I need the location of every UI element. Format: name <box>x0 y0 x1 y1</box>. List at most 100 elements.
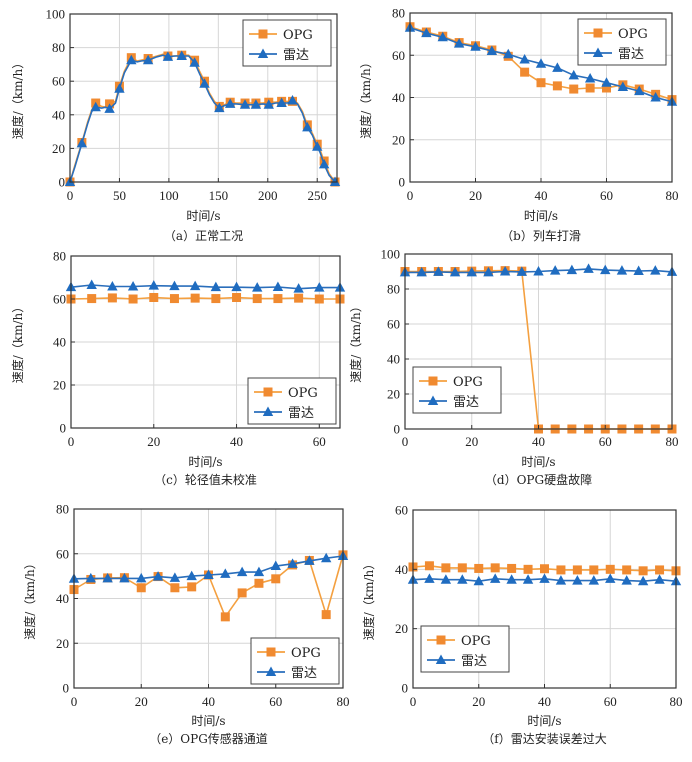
x-tick-label: 150 <box>209 188 229 203</box>
legend-marker-radar <box>262 406 274 416</box>
x-tick-label: 50 <box>113 188 126 203</box>
data-point-radar <box>605 573 616 583</box>
chart-panel-b: 0 20 40 60 80 0 20 40 60 80 时间/s 速度/（km/h） （b）列车打滑 OP… <box>358 6 679 244</box>
y-axis-title: 速度/（km/h） <box>358 56 373 138</box>
legend-label: OPG <box>288 386 318 401</box>
x-tick-label: 0 <box>410 694 417 709</box>
data-point-radar <box>616 265 628 275</box>
chart-caption: （d）OPG硬盘故障 <box>485 472 592 487</box>
x-tick-label: 250 <box>307 188 327 203</box>
data-point-radar <box>566 264 578 275</box>
data-point-radar <box>318 158 330 169</box>
legend-box <box>247 377 337 425</box>
data-point-opg <box>271 574 281 584</box>
y-tick-label: 0 <box>59 175 66 190</box>
data-point-radar <box>421 27 432 38</box>
data-point-radar <box>189 280 201 291</box>
y-tick-label: 40 <box>53 335 66 350</box>
data-point-radar <box>270 560 281 571</box>
data-point-opg <box>232 292 242 302</box>
data-point-opg <box>622 565 632 575</box>
data-point-radar <box>253 566 265 577</box>
data-point-opg <box>254 578 264 588</box>
legend-label: 雷达 <box>618 47 644 62</box>
data-point-radar <box>486 45 498 56</box>
data-point-opg <box>321 610 331 620</box>
data-point-opg <box>569 84 579 94</box>
data-point-opg <box>237 588 247 598</box>
y-axis-title: 速度/（km/h） <box>22 557 37 639</box>
chart-panel-d: 0 20 40 60 80 0 20 40 60 80 100 时间/s 速度/（km/h） （d）OPG… <box>348 247 679 488</box>
x-tick-label: 20 <box>465 434 478 449</box>
data-point-radar <box>220 568 231 578</box>
data-point-radar <box>239 99 251 109</box>
y-tick-label: 40 <box>392 90 405 105</box>
legend-box <box>242 19 332 67</box>
data-point-radar <box>650 265 661 275</box>
y-tick-label: 60 <box>387 317 400 332</box>
data-point-opg <box>128 294 138 304</box>
data-point-radar <box>416 266 427 277</box>
legend-marker-radar <box>427 395 439 405</box>
x-tick-label: 80 <box>670 694 683 709</box>
data-point-radar <box>601 77 612 87</box>
data-point-radar <box>584 72 596 83</box>
data-point-opg <box>507 563 517 573</box>
data-point-radar <box>449 266 461 277</box>
data-point-radar <box>312 141 323 151</box>
x-tick-label: 40 <box>202 694 215 709</box>
x-tick-label: 40 <box>230 434 243 449</box>
data-point-radar <box>457 574 468 584</box>
data-point-opg <box>87 294 97 304</box>
data-point-radar <box>302 121 313 132</box>
x-tick-label: 20 <box>147 434 160 449</box>
data-point-radar <box>516 266 528 276</box>
data-point-radar <box>119 572 130 583</box>
data-point-radar <box>633 265 644 275</box>
data-point-opg <box>107 293 117 303</box>
data-point-opg <box>441 563 451 573</box>
x-tick-label: 100 <box>159 188 179 203</box>
y-tick-label: 0 <box>394 422 401 437</box>
chart-panel-f: 0 20 40 60 80 0 20 40 60 时间/s 速度/（km/h） （f）雷达安装误差过大… <box>361 503 683 747</box>
x-tick-label: 60 <box>313 434 326 449</box>
series-line-opg <box>69 53 336 183</box>
data-point-radar <box>86 279 97 290</box>
data-point-radar <box>470 41 481 51</box>
y-tick-label: 40 <box>395 562 408 577</box>
data-point-radar <box>453 38 465 48</box>
data-point-radar <box>634 85 645 96</box>
x-axis-title: 时间/s <box>527 714 561 728</box>
data-point-opg <box>136 583 146 593</box>
y-tick-label: 0 <box>402 681 409 696</box>
data-point-radar <box>583 263 594 273</box>
legend-marker-radar <box>592 47 604 57</box>
legend-marker-opg <box>266 647 276 657</box>
data-point-radar <box>466 266 477 277</box>
y-tick-label: 80 <box>53 249 66 264</box>
x-tick-label: 20 <box>472 694 485 709</box>
x-tick-label: 80 <box>337 694 350 709</box>
data-point-radar <box>90 101 101 112</box>
data-point-opg <box>536 78 546 88</box>
legend-label: 雷达 <box>288 406 314 421</box>
data-point-radar <box>104 103 115 113</box>
legend-label: OPG <box>283 28 313 43</box>
data-point-radar <box>329 176 341 186</box>
y-tick-label: 0 <box>399 175 406 190</box>
data-point-radar <box>203 569 214 580</box>
data-point-opg <box>523 564 533 574</box>
chart-caption: （e）OPG传感器通道 <box>149 731 268 746</box>
data-point-radar <box>522 574 534 584</box>
legend-marker-opg <box>258 29 268 39</box>
data-point-radar <box>126 54 137 65</box>
data-point-radar <box>136 572 147 583</box>
chart-caption: （c）轮径值未校准 <box>154 472 257 487</box>
data-point-radar <box>85 572 97 583</box>
data-point-radar <box>287 95 298 105</box>
y-tick-label: 60 <box>56 546 69 561</box>
data-point-radar <box>293 283 304 293</box>
data-point-radar <box>199 78 210 88</box>
data-point-opg <box>552 81 562 91</box>
data-point-opg <box>424 561 434 571</box>
